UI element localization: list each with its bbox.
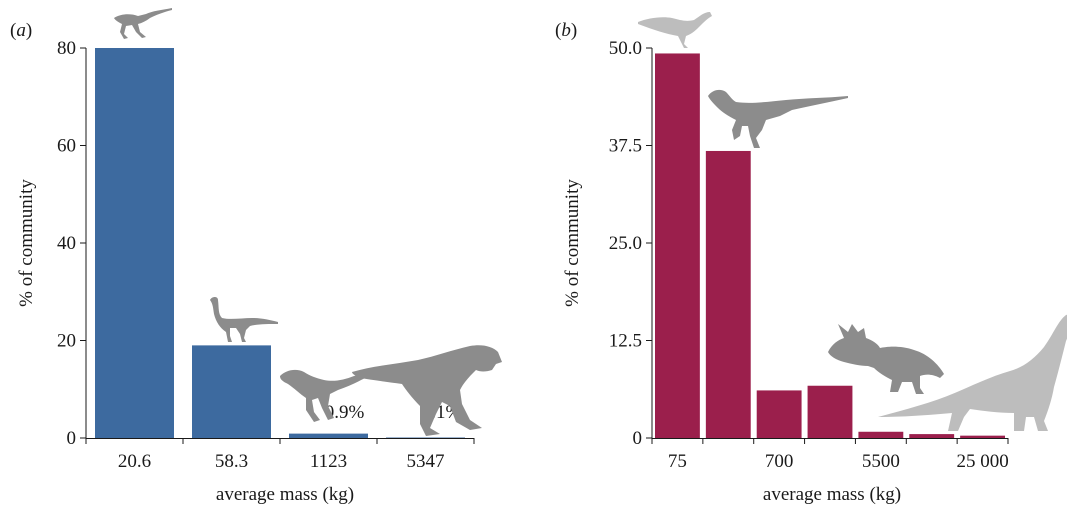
x-tick-label: 20.6 (118, 451, 151, 472)
panel-a-y-axis-title: % of community (16, 179, 37, 307)
y-tick-label: 60 (57, 136, 76, 157)
x-tick-label: 75 (668, 451, 687, 472)
panel-b-label-letter: b (561, 20, 571, 41)
small-theropod-icon (114, 8, 172, 39)
panel-b-label-close: ) (571, 20, 577, 41)
panel-b-x-axis-title: average mass (kg) (763, 484, 901, 505)
bar (858, 431, 904, 438)
x-tick-label: 1123 (310, 451, 347, 472)
x-tick-label: 5500 (862, 451, 900, 472)
panel-a-x-axis: 20.6 58.3 1123 5347 (85, 438, 475, 472)
x-tick-label: 25 000 (956, 451, 1008, 472)
panel-a-y-axis: 0 20 40 60 80 (57, 38, 87, 449)
ceratopsian-icon (828, 324, 944, 394)
bar (192, 345, 271, 438)
y-tick-label: 12.5 (609, 331, 642, 352)
y-tick-label: 40 (57, 233, 76, 254)
sauropod-icon (878, 314, 1067, 431)
panel-a-data-labels: 0.9% 0.1% (325, 402, 462, 423)
x-tick-label: 700 (765, 451, 794, 472)
bar (960, 435, 1005, 438)
pachycephalosaur-icon (708, 89, 848, 148)
panel-b-background-silhouettes (878, 314, 1067, 431)
panel-b-x-axis: 75 700 5500 25 000 (651, 438, 1009, 472)
dromaeosaurid-icon (280, 369, 374, 422)
bar (705, 150, 751, 438)
tyrannosaurid-icon (352, 345, 502, 436)
small-ornithopod-icon (638, 12, 712, 48)
y-tick-label: 20 (57, 331, 76, 352)
bar (807, 385, 853, 438)
bar (909, 434, 955, 438)
bar (756, 390, 802, 438)
y-tick-label: 25.0 (609, 233, 642, 254)
ornithomimid-icon (210, 297, 278, 342)
x-tick-label: 5347 (407, 451, 445, 472)
x-tick-label: 58.3 (215, 451, 248, 472)
y-tick-label: 50.0 (609, 38, 642, 59)
panel-b-bars (655, 53, 1005, 439)
panel-b-y-axis: 0 12.5 25.0 37.5 50.0 (609, 38, 653, 449)
panel-b-y-axis-title: % of community (562, 179, 583, 307)
panel-b-chart: 0 12.5 25.0 37.5 50.0 75 700 5500 25 000 % of c… (562, 12, 1067, 505)
panel-a-label-open: ( (10, 20, 16, 41)
y-tick-label: 37.5 (609, 136, 642, 157)
y-tick-label: 0 (67, 428, 77, 449)
panel-a-chart: 0 20 40 60 80 20.6 58.3 1123 5347 0.9% 0.1% % of… (16, 8, 502, 505)
panel-a-label-close: ) (26, 20, 32, 41)
panel-a-label-letter: a (16, 20, 26, 41)
bar (655, 53, 700, 439)
bar-data-label: 0.9% (325, 402, 365, 423)
panel-a-x-axis-title: average mass (kg) (216, 484, 354, 505)
bar (289, 433, 368, 438)
y-tick-label: 80 (57, 38, 76, 59)
panel-a-label: (a) (10, 20, 32, 41)
panel-b-label-open: ( (555, 20, 561, 41)
panel-b-label: (b) (555, 20, 577, 41)
bar (95, 48, 174, 438)
panel-a-bars (95, 48, 465, 438)
y-tick-label: 0 (633, 428, 643, 449)
